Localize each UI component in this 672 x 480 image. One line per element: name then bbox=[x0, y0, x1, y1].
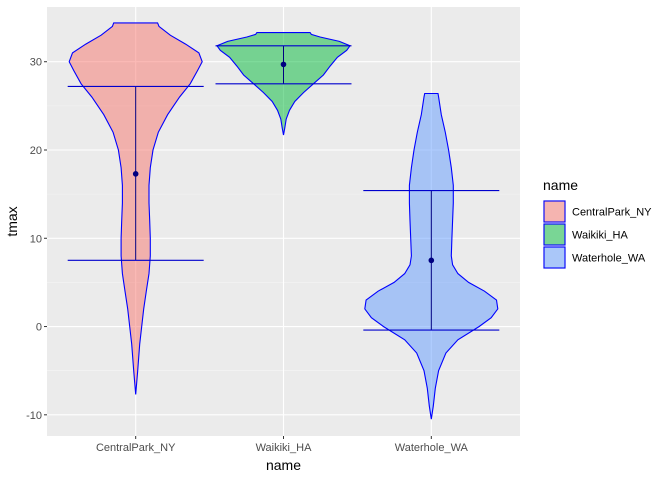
x-tick-label: CentralPark_NY bbox=[96, 442, 176, 454]
y-tick-label: 20 bbox=[30, 145, 42, 157]
y-tick-label: 10 bbox=[30, 233, 42, 245]
x-tick-label: Waterhole_WA bbox=[395, 442, 469, 454]
legend-title: name bbox=[543, 177, 578, 193]
mean-point bbox=[132, 171, 139, 177]
mean-point bbox=[280, 61, 287, 68]
legend-key-Waterhole_WA bbox=[543, 246, 566, 269]
y-axis: -10 0 10 20 30 bbox=[26, 57, 47, 422]
legend-label: Waikiki_HA bbox=[572, 230, 628, 242]
y-tick-label: 0 bbox=[36, 322, 42, 334]
legend-label: Waterhole_WA bbox=[572, 253, 646, 265]
y-tick-label: -10 bbox=[26, 410, 42, 422]
legend: name CentralPark_NY Waikiki_HA Waterhole_W… bbox=[543, 177, 652, 269]
errorbar-layer bbox=[67, 45, 500, 331]
mean-point bbox=[428, 257, 435, 264]
y-axis-title: tmax bbox=[4, 206, 20, 236]
legend-key-CentralPark_NY bbox=[543, 200, 566, 223]
legend-label: CentralPark_NY bbox=[572, 207, 652, 219]
x-axis-title: name bbox=[266, 457, 301, 473]
legend-key-Waikiki_HA bbox=[543, 223, 566, 246]
x-axis: CentralPark_NY Waikiki_HA Waterhole_WA bbox=[96, 436, 469, 454]
y-tick-label: 30 bbox=[30, 57, 42, 69]
x-tick-label: Waikiki_HA bbox=[256, 442, 312, 454]
